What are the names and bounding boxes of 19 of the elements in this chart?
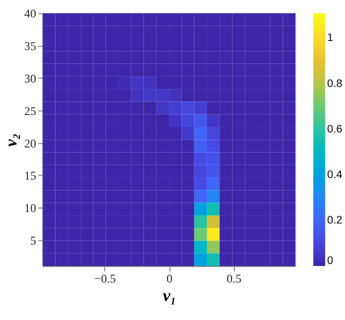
y-tick-label: 20 <box>24 136 36 150</box>
y-tick-label: 35 <box>24 39 36 54</box>
y-tick-label: 40 <box>24 6 36 21</box>
color-bar-label: 0.4 <box>327 168 342 181</box>
x-axis-title: v₁ <box>162 286 176 306</box>
y-tick-label: 5 <box>30 234 36 248</box>
color-bar-label: 0.2 <box>327 214 342 226</box>
x-tick-label: 0.5 <box>226 271 242 286</box>
y-tick-label: 25 <box>24 104 36 118</box>
y-tick-label: 15 <box>24 168 36 183</box>
x-tick-label: 0 <box>166 271 173 286</box>
color-bar-label: 0 <box>327 255 334 268</box>
y-axis-title: v₂ <box>1 133 20 147</box>
x-tick-label: −0.5 <box>94 271 116 286</box>
color-bar-label: 1 <box>327 32 334 44</box>
y-tick-label: 10 <box>24 201 36 216</box>
color-bar-label: 0.6 <box>327 123 342 136</box>
color-bar-label: 0.8 <box>327 78 342 90</box>
y-tick-label: 30 <box>24 72 36 86</box>
